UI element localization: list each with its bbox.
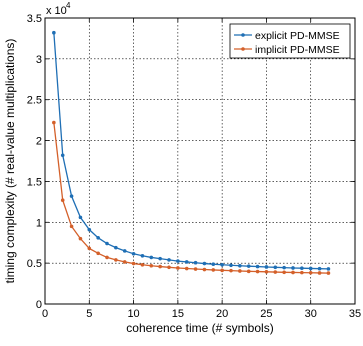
data-point <box>96 251 100 256</box>
data-point <box>308 270 313 275</box>
y-tick-label: 3.5 <box>27 13 42 25</box>
data-point <box>78 236 83 241</box>
x-tick-label: 5 <box>86 308 92 320</box>
series-1 <box>52 120 331 275</box>
data-point <box>149 255 154 260</box>
data-point <box>69 224 74 229</box>
data-point <box>140 262 145 267</box>
data-point <box>282 265 286 270</box>
data-point <box>202 261 207 266</box>
plot-background <box>45 18 355 304</box>
data-point <box>60 198 65 203</box>
data-point <box>317 266 322 271</box>
data-point <box>87 227 92 232</box>
legend-label-explicit: explicit PD-MMSE <box>255 30 340 42</box>
data-point <box>158 256 162 261</box>
plot-frame <box>44 17 356 305</box>
y-tick-label: 1.5 <box>27 176 42 188</box>
data-point <box>167 258 171 262</box>
data-point <box>300 266 304 271</box>
data-point <box>291 270 295 275</box>
data-point <box>264 265 269 269</box>
series-layer <box>52 30 331 275</box>
legend: explicit PD-MMSE implicit PD-MMSE <box>229 23 351 59</box>
series-0 <box>52 30 331 271</box>
data-point <box>273 270 278 274</box>
data-point <box>255 269 260 274</box>
data-point <box>78 215 83 220</box>
data-point <box>238 269 242 273</box>
data-point <box>52 120 56 125</box>
data-point <box>273 265 278 270</box>
y-exponent-base: x 10 <box>46 5 67 17</box>
data-point <box>149 263 154 268</box>
data-point <box>114 245 118 250</box>
data-point <box>255 264 260 269</box>
x-axis-label: coherence time (# symbols) <box>126 321 273 335</box>
data-point <box>282 270 286 275</box>
y-axis-label: timing complexity (# real-value multipli… <box>3 39 17 284</box>
x-tick-label: 0 <box>42 308 48 320</box>
data-point <box>176 266 180 270</box>
legend-marker-implicit <box>241 47 245 51</box>
x-tick-label: 15 <box>172 308 184 320</box>
data-point <box>229 268 233 273</box>
y-tick-label: 0 <box>36 299 42 311</box>
y-tick-label: 2 <box>36 136 42 148</box>
data-point <box>308 266 313 271</box>
data-point <box>69 194 74 198</box>
data-point <box>122 249 127 253</box>
data-point <box>131 251 136 256</box>
y-tick-label: 0.5 <box>27 258 42 270</box>
data-point <box>220 268 224 273</box>
data-point <box>184 260 189 264</box>
data-point <box>60 153 65 158</box>
y-tick-label: 3 <box>36 54 42 66</box>
x-tick-label: 35 <box>349 308 361 320</box>
data-point <box>176 259 180 263</box>
y-exponent-power: 4 <box>66 1 71 10</box>
data-point <box>220 262 224 267</box>
legend-label-implicit: implicit PD-MMSE <box>255 44 340 56</box>
data-point <box>193 267 198 271</box>
data-point <box>96 236 100 240</box>
data-point <box>246 264 251 268</box>
data-point <box>246 269 251 274</box>
legend-marker-explicit <box>241 33 245 37</box>
data-point <box>326 271 331 275</box>
data-point <box>300 270 304 275</box>
data-point <box>105 241 109 246</box>
data-point <box>184 266 189 271</box>
data-point <box>122 260 127 264</box>
ticks: 0 5 10 15 20 25 30 35 0 0.5 1 1.5 2 2.5 3 3.5 <box>27 13 361 320</box>
data-point <box>52 30 56 35</box>
data-point <box>317 271 322 275</box>
data-point <box>193 260 198 265</box>
data-point <box>105 255 109 260</box>
data-point <box>158 264 162 269</box>
data-point <box>211 262 216 267</box>
data-point <box>326 267 331 271</box>
y-tick-label: 2.5 <box>27 95 42 107</box>
data-point <box>238 263 242 268</box>
data-point <box>211 268 216 272</box>
data-point <box>140 253 145 258</box>
x-tick-label: 20 <box>216 308 228 320</box>
data-point <box>114 258 118 262</box>
x-tick-label: 30 <box>305 308 317 320</box>
y-tick-label: 1 <box>36 217 42 229</box>
data-point <box>264 270 269 274</box>
data-point <box>229 263 233 268</box>
x-tick-label: 10 <box>127 308 139 320</box>
data-point <box>87 246 92 251</box>
data-point <box>202 267 207 272</box>
x-tick-label: 25 <box>260 308 272 320</box>
data-point <box>167 265 171 270</box>
data-point <box>291 266 295 270</box>
legend-box <box>229 23 351 59</box>
data-point <box>131 261 136 266</box>
